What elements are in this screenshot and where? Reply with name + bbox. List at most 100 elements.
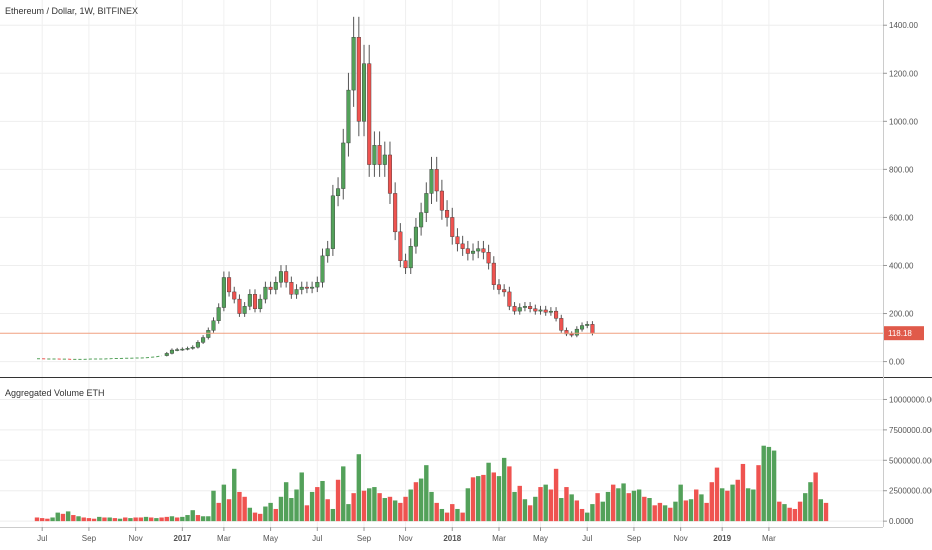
volume-bar bbox=[128, 518, 133, 522]
candle-body bbox=[237, 298, 242, 314]
volume-axis-tick-label: 2500000.0000 bbox=[889, 487, 932, 496]
volume-bar bbox=[413, 482, 419, 522]
volume-bar bbox=[652, 505, 657, 522]
volume-bar bbox=[216, 502, 221, 522]
volume-bar bbox=[174, 517, 180, 522]
candle-body bbox=[164, 353, 169, 356]
volume-bar bbox=[694, 489, 699, 522]
volume-bar bbox=[683, 500, 689, 522]
volume-bar bbox=[569, 494, 574, 522]
volume-bar bbox=[55, 512, 60, 522]
candle-body bbox=[517, 307, 522, 312]
candle-body bbox=[548, 310, 553, 313]
candle-body bbox=[336, 188, 341, 197]
volume-bar bbox=[65, 511, 71, 522]
volume-bar bbox=[647, 498, 652, 522]
volume-bar bbox=[512, 491, 517, 522]
volume-bar bbox=[709, 482, 715, 522]
volume-bar bbox=[621, 483, 626, 522]
volume-panel[interactable] bbox=[34, 445, 829, 522]
volume-bar bbox=[579, 508, 585, 522]
volume-bar bbox=[559, 498, 564, 522]
time-axis-tick-label: Sep bbox=[627, 534, 642, 543]
candle-body bbox=[543, 309, 548, 313]
volume-bar bbox=[642, 496, 647, 522]
volume-bar bbox=[787, 507, 792, 522]
candle-body bbox=[429, 169, 434, 194]
volume-title: Aggregated Volume ETH bbox=[5, 388, 105, 398]
volume-bar bbox=[486, 462, 491, 522]
volume-bar bbox=[574, 500, 580, 522]
volume-bar bbox=[657, 502, 663, 522]
candle-body bbox=[445, 210, 450, 218]
candle-body bbox=[569, 333, 574, 336]
volume-bar bbox=[673, 501, 678, 522]
volume-bar bbox=[460, 512, 465, 522]
time-axis-tick-label: Jul bbox=[582, 534, 592, 543]
candle-body bbox=[413, 226, 418, 247]
candle-body bbox=[320, 255, 325, 283]
candle-body bbox=[169, 349, 174, 354]
time-axis-tick-label: Nov bbox=[398, 534, 412, 543]
time-axis-tick-label: 2018 bbox=[443, 534, 461, 543]
candle-body bbox=[221, 277, 226, 308]
early-price-line bbox=[37, 355, 162, 360]
volume-bar bbox=[792, 508, 798, 522]
volume-bar bbox=[97, 516, 102, 522]
volume-bar bbox=[605, 491, 611, 522]
volume-bar bbox=[242, 496, 247, 522]
price-panel[interactable] bbox=[0, 16, 883, 360]
volume-bar bbox=[299, 472, 304, 522]
volume-bar bbox=[771, 450, 777, 522]
candle-body bbox=[294, 289, 299, 295]
volume-bar bbox=[195, 515, 201, 522]
volume-bar bbox=[387, 496, 393, 522]
volume-bar bbox=[76, 516, 81, 522]
volume-bar bbox=[117, 518, 123, 522]
volume-bar bbox=[590, 504, 595, 522]
volume-bar bbox=[361, 490, 367, 522]
candle-body bbox=[185, 348, 190, 350]
volume-bar bbox=[704, 502, 709, 522]
candle-body bbox=[351, 37, 356, 91]
candle-body bbox=[341, 142, 346, 189]
candle-body bbox=[330, 195, 335, 249]
volume-bar bbox=[143, 516, 149, 522]
price-axis-tick-label: 1000.00 bbox=[889, 117, 918, 126]
volume-bar bbox=[600, 501, 606, 522]
volume-bar bbox=[782, 504, 787, 522]
candle-body bbox=[377, 145, 382, 165]
volume-bar bbox=[283, 482, 289, 522]
volume-bar bbox=[190, 510, 195, 522]
time-axis[interactable]: Jul Sep Nov 2017 Mar May Jul Sep Nov 2018 Mar May Ju… bbox=[37, 527, 776, 543]
volume-bar bbox=[398, 502, 403, 522]
volume-bar bbox=[403, 496, 408, 522]
price-axis-tick-label: 800.00 bbox=[889, 165, 914, 174]
volume-bar bbox=[501, 457, 507, 522]
candle-body bbox=[180, 348, 185, 351]
candles bbox=[164, 16, 595, 357]
candle-body bbox=[242, 306, 247, 314]
candle-body bbox=[554, 310, 559, 319]
early-price-segment bbox=[156, 355, 162, 358]
volume-axis[interactable]: 0.0000 2500000.0000 5000000.0000 7500000.00… bbox=[883, 395, 932, 526]
candle-body bbox=[450, 217, 455, 237]
candle-body bbox=[481, 248, 486, 253]
candle-body bbox=[299, 286, 304, 290]
time-axis-tick-label: Mar bbox=[492, 534, 506, 543]
volume-bar bbox=[699, 494, 704, 522]
volume-bar bbox=[756, 465, 761, 522]
candle-body bbox=[362, 63, 367, 122]
volume-bar bbox=[200, 516, 206, 522]
price-axis[interactable]: 0.00 200.00 400.00 600.00 800.00 1000.00 1200.… bbox=[883, 21, 918, 367]
volume-bar bbox=[439, 508, 445, 522]
volume-bar bbox=[50, 517, 55, 522]
candle-body bbox=[419, 212, 424, 228]
volume-bar bbox=[392, 500, 398, 522]
volume-bar bbox=[315, 487, 320, 522]
time-axis-tick-label: Nov bbox=[129, 534, 143, 543]
candle-body bbox=[310, 286, 315, 289]
candle-body bbox=[564, 330, 569, 335]
candle-body bbox=[502, 289, 507, 293]
